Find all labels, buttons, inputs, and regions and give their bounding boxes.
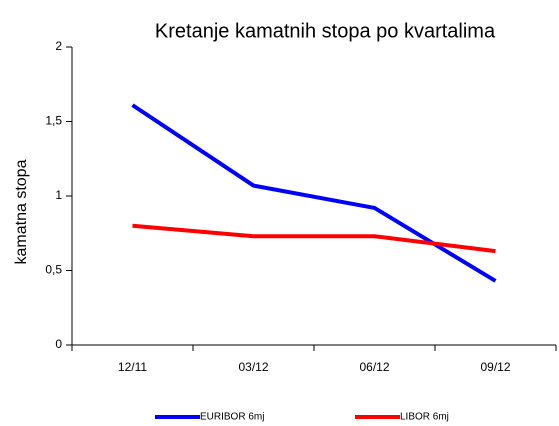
legend-label: LIBOR 6mj (400, 412, 449, 423)
line-series (132, 223, 496, 254)
x-tick-label: 12/11 (118, 360, 147, 374)
y-tick-label: 0,5 (45, 263, 62, 277)
y-tick-label: 1 (55, 188, 62, 202)
x-tick-label: 03/12 (238, 360, 268, 374)
y-tick-label: 1,5 (45, 114, 62, 128)
x-tick-label: 06/12 (359, 360, 389, 374)
x-tick-label: 09/12 (480, 360, 510, 374)
y-tick-label: 0 (55, 337, 62, 351)
y-tick-label: 2 (55, 39, 62, 53)
chart-title: Kretanje kamatnih stopa po kvartalima (155, 20, 496, 42)
legend-label: EURIBOR 6mj (200, 412, 264, 423)
line-series (131, 103, 497, 283)
y-axis-label: kamatna stopa (13, 159, 30, 264)
